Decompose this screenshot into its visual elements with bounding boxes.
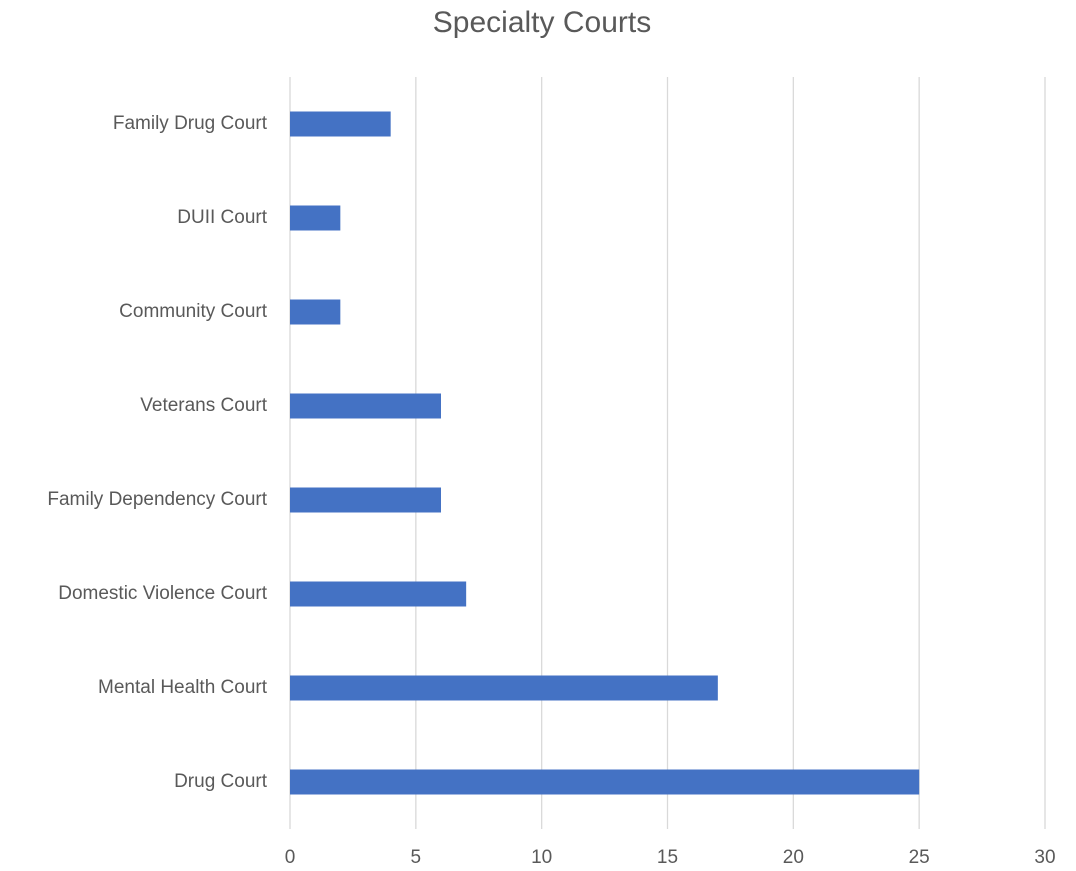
x-tick-label: 20 xyxy=(783,847,804,868)
y-tick-label: Drug Court xyxy=(174,771,268,792)
x-tick-label: 10 xyxy=(531,847,552,868)
bar xyxy=(290,487,441,513)
bar xyxy=(290,299,341,325)
bar xyxy=(290,675,718,701)
y-tick-label: DUII Court xyxy=(177,207,267,228)
y-tick-label: Veterans Court xyxy=(140,395,267,416)
x-tick-label: 0 xyxy=(285,847,296,868)
y-tick-label: Community Court xyxy=(119,301,268,322)
y-tick-label: Domestic Violence Court xyxy=(58,583,267,604)
bar xyxy=(290,111,391,137)
bar xyxy=(290,393,441,419)
x-tick-label: 25 xyxy=(909,847,930,868)
y-tick-label: Family Dependency Court xyxy=(47,489,267,510)
chart-title: Specialty Courts xyxy=(433,6,651,39)
y-tick-label: Family Drug Court xyxy=(113,113,268,134)
bar xyxy=(290,205,341,231)
bar xyxy=(290,581,467,607)
y-tick-label: Mental Health Court xyxy=(98,677,268,698)
x-tick-label: 5 xyxy=(411,847,422,868)
x-tick-label: 15 xyxy=(657,847,678,868)
x-tick-label: 30 xyxy=(1034,847,1055,868)
bar xyxy=(290,769,920,795)
